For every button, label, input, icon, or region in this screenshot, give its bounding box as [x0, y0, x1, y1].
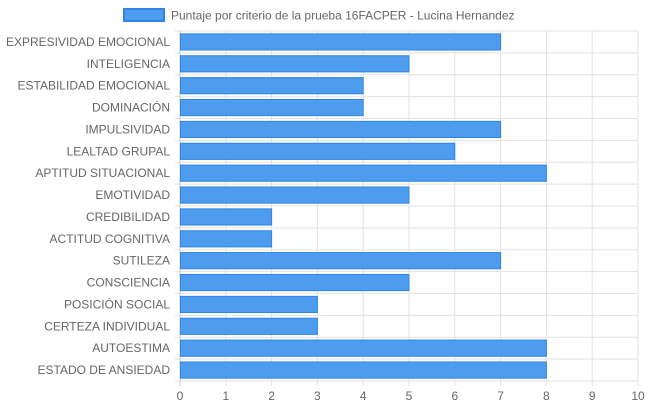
bar[interactable] — [180, 273, 410, 292]
category-label: EXPRESIVIDAD EMOCIONAL — [6, 35, 170, 49]
bar[interactable] — [180, 361, 547, 379]
category-label: INTELIGENCIA — [87, 57, 170, 71]
bar[interactable] — [180, 55, 410, 73]
category-label: CREDIBILIDAD — [86, 210, 170, 224]
x-tick-label: 9 — [589, 389, 596, 403]
category-label: IMPULSIVIDAD — [85, 122, 170, 136]
x-tick-layer: 0 1 2 3 4 5 6 7 8 9 10 — [177, 389, 645, 403]
category-label: POSICIÓN SOCIAL — [64, 296, 170, 311]
bar[interactable] — [180, 295, 318, 314]
category-label: CONSCIENCIA — [87, 276, 170, 290]
bar[interactable] — [180, 142, 456, 160]
legend[interactable]: Puntaje por criterio de la prueba 16FACP… — [123, 8, 515, 23]
bar[interactable] — [180, 252, 502, 270]
bar[interactable] — [180, 33, 502, 51]
category-label: ACTITUD COGNITIVA — [50, 232, 170, 246]
legend-swatch[interactable] — [123, 8, 165, 22]
category-label-layer: EXPRESIVIDAD EMOCIONAL INTELIGENCIA ESTABI… — [6, 35, 170, 377]
category-label: AUTOESTIMA — [92, 341, 170, 355]
grid-layer — [175, 30, 639, 386]
x-tick-label: 10 — [631, 389, 645, 403]
x-tick-label: 1 — [222, 389, 229, 403]
bar[interactable] — [180, 208, 273, 226]
bar[interactable] — [180, 164, 547, 182]
bar[interactable] — [180, 120, 502, 139]
category-label: APTITUD SITUACIONAL — [35, 166, 170, 180]
bar[interactable] — [180, 98, 364, 117]
category-label: EMOTIVIDAD — [95, 188, 170, 202]
bar[interactable] — [180, 317, 318, 335]
x-tick-label: 0 — [177, 389, 184, 403]
bar[interactable] — [180, 339, 547, 357]
category-label: ESTABILIDAD EMOCIONAL — [18, 79, 171, 93]
legend-label[interactable]: Puntaje por criterio de la prueba 16FACP… — [171, 9, 515, 23]
category-label: LEALTAD GRUPAL — [67, 144, 171, 158]
bar[interactable] — [180, 186, 410, 204]
bar[interactable] — [180, 230, 273, 248]
x-tick-label: 5 — [406, 389, 413, 403]
category-label: ESTADO DE ANSIEDAD — [38, 363, 171, 377]
x-tick-label: 7 — [497, 389, 504, 403]
bar-layer — [180, 33, 547, 379]
bar[interactable] — [180, 77, 364, 95]
category-label: CERTEZA INDIVIDUAL — [44, 319, 170, 333]
x-tick-label: 3 — [314, 389, 321, 403]
x-tick-label: 4 — [360, 389, 367, 403]
category-label: SUTILEZA — [113, 254, 170, 268]
x-tick-label: 2 — [268, 389, 275, 403]
x-tick-label: 6 — [451, 389, 458, 403]
x-tick-label: 8 — [543, 389, 550, 403]
category-label: DOMINACIÓN — [92, 100, 170, 115]
